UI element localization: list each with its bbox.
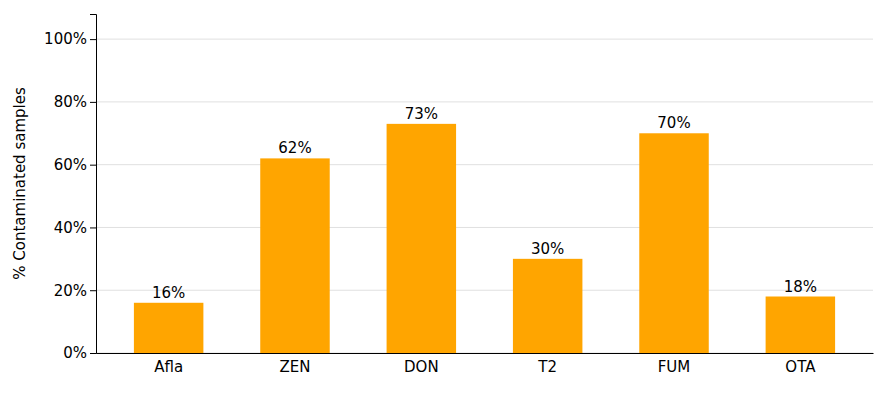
x-tick: T2 xyxy=(537,358,557,376)
x-tick: OTA xyxy=(785,358,816,376)
y-tick-mark xyxy=(90,353,96,354)
bars xyxy=(134,124,835,353)
data-label: 18% xyxy=(784,278,817,296)
plot: 16% 62% 73% 30% 70% 18% Afla ZEN DON T2 FUM OTA 0% 20… xyxy=(44,15,873,376)
grid-line xyxy=(96,227,873,228)
data-labels: 16% 62% 73% 30% 70% 18% xyxy=(152,105,817,302)
data-label: 70% xyxy=(657,114,690,132)
data-label: 30% xyxy=(531,240,564,258)
x-tick-label: OTA xyxy=(785,358,816,376)
grid-line xyxy=(96,39,873,40)
y-axis: 0% 20% 40% 60% 80% 100% xyxy=(44,15,96,363)
y-tick: 0% xyxy=(63,344,96,362)
data-label: 73% xyxy=(405,105,438,123)
x-tick: FUM xyxy=(658,358,691,376)
bar xyxy=(260,158,329,353)
x-axis: Afla ZEN DON T2 FUM OTA xyxy=(97,354,874,376)
y-tick: 40% xyxy=(54,219,96,237)
y-tick: 60% xyxy=(54,156,96,174)
grid xyxy=(96,39,873,353)
y-tick-mark xyxy=(90,39,96,40)
x-tick: ZEN xyxy=(279,358,310,376)
y-axis-line xyxy=(90,15,97,354)
x-tick-label: FUM xyxy=(658,358,691,376)
y-tick-mark xyxy=(90,102,96,103)
y-tick-mark xyxy=(90,227,96,228)
bar xyxy=(134,303,203,353)
y-tick-label: 20% xyxy=(54,282,87,300)
y-tick-mark xyxy=(90,290,96,291)
x-tick-label: T2 xyxy=(537,358,557,376)
bar xyxy=(387,124,456,353)
x-tick: Afla xyxy=(154,358,183,376)
x-tick-label: ZEN xyxy=(279,358,310,376)
bar xyxy=(639,133,708,353)
grid-line xyxy=(96,101,873,102)
y-tick-mark xyxy=(90,165,96,166)
data-label: 16% xyxy=(152,284,185,302)
x-axis-line xyxy=(97,353,874,354)
bar xyxy=(513,259,582,353)
y-axis-title: % Contaminated samples xyxy=(11,87,29,280)
y-tick: 80% xyxy=(54,93,96,111)
y-tick: 100% xyxy=(44,30,96,48)
y-tick-label: 100% xyxy=(44,30,87,48)
chart: 16% 62% 73% 30% 70% 18% Afla ZEN DON T2 FUM OTA 0% 20… xyxy=(0,0,889,393)
grid-line xyxy=(96,353,873,354)
x-tick: DON xyxy=(404,358,439,376)
x-tick-label: Afla xyxy=(154,358,183,376)
y-tick-label: 80% xyxy=(54,93,87,111)
grid-line xyxy=(96,290,873,291)
grid-line xyxy=(96,164,873,165)
y-tick: 20% xyxy=(54,282,96,300)
y-tick-label: 60% xyxy=(54,156,87,174)
data-label: 62% xyxy=(278,139,311,157)
bar xyxy=(766,297,835,354)
y-tick-label: 40% xyxy=(54,219,87,237)
x-tick-label: DON xyxy=(404,358,439,376)
y-tick-label: 0% xyxy=(63,344,87,362)
